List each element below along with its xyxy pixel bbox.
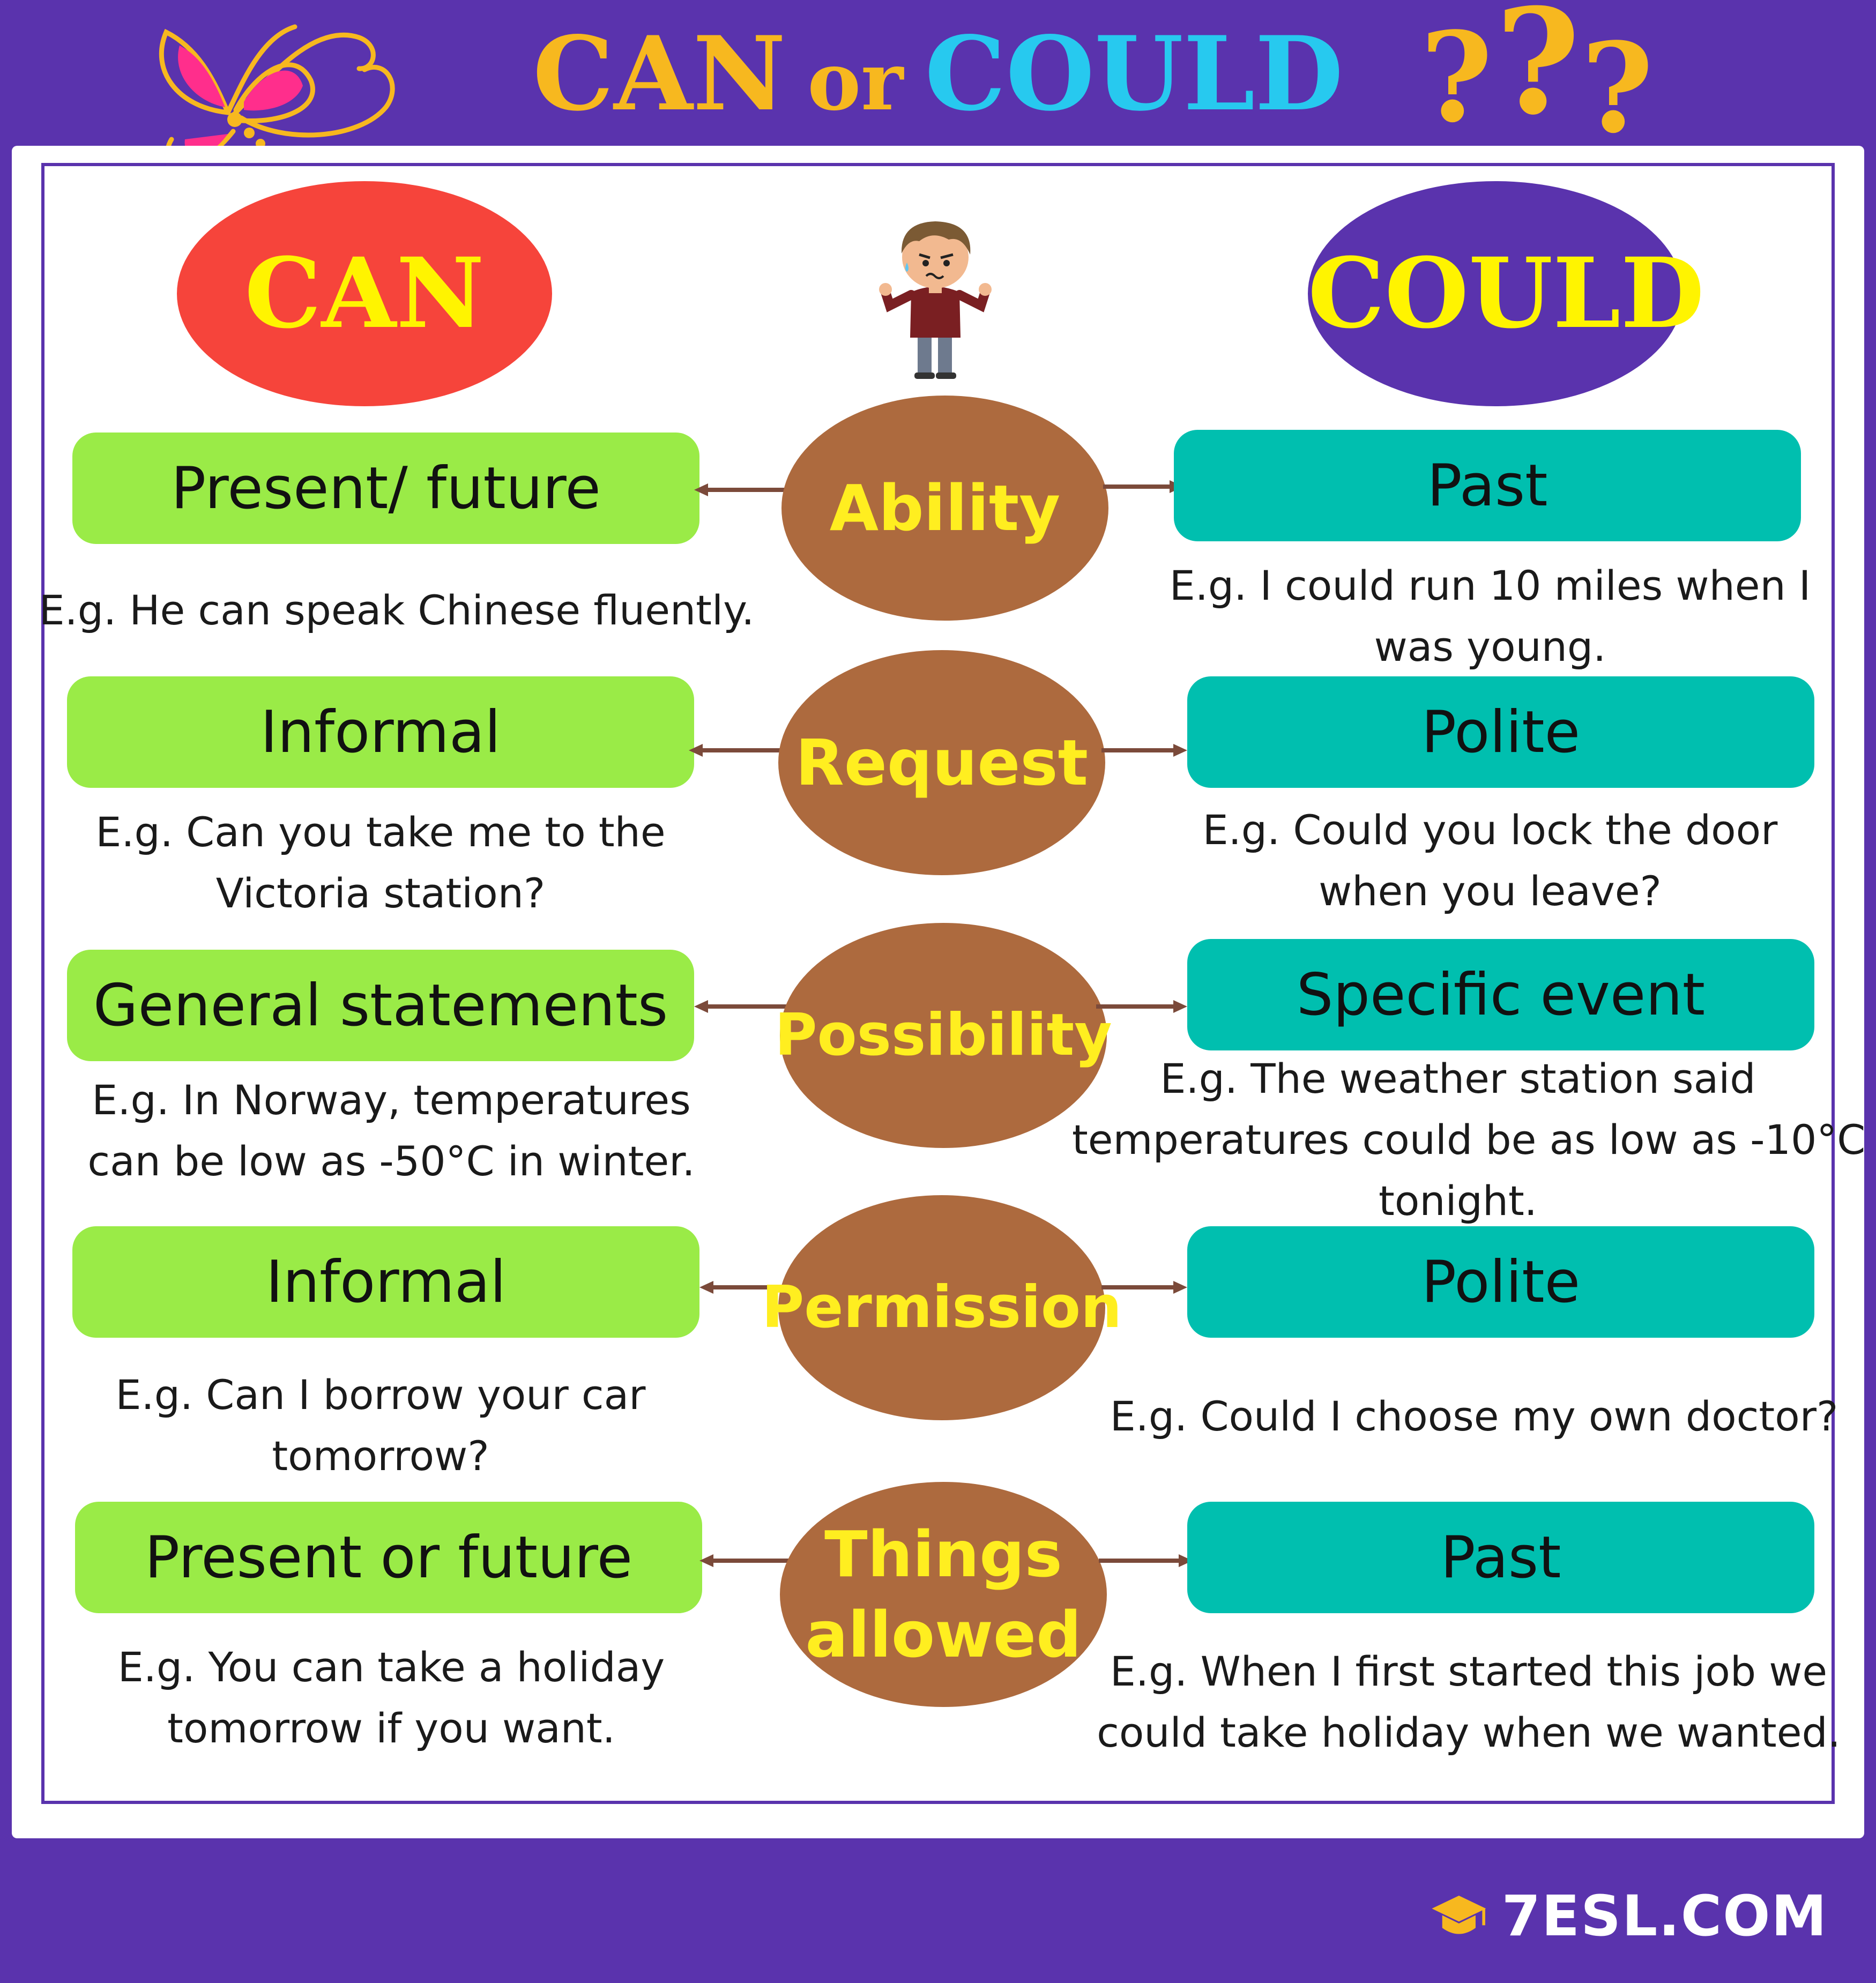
could-things-allowed-example: E.g. When I first started this job we cou… <box>1097 1647 1841 1756</box>
arrow-right <box>1101 1281 1187 1294</box>
content-border <box>41 163 1835 1804</box>
hub-label: Possibility <box>775 1002 1112 1069</box>
question-mark: ? <box>1420 5 1493 150</box>
could-things-allowed-label: Past <box>1187 1502 1814 1613</box>
can-possibility-label: General statements <box>67 950 694 1061</box>
arrow-left <box>694 1000 788 1013</box>
can-permission-example: E.g. Can I borrow your car tomorrow? <box>115 1371 646 1480</box>
hub-label: Request <box>795 726 1089 800</box>
can-request-example: E.g. Can you take me to the Victoria stat… <box>95 808 666 917</box>
usage-hub-ability: Ability <box>781 396 1108 621</box>
hub-label: Ability <box>829 471 1061 545</box>
can-possibility-example: E.g. In Norway, temperatures can be low a… <box>87 1076 695 1185</box>
hub-label: Permission <box>762 1274 1122 1341</box>
title-or: or <box>807 34 904 129</box>
usage-hub-things-allowed: Things allowed <box>780 1482 1107 1707</box>
arrow-right <box>1103 480 1183 493</box>
could-permission-label: Polite <box>1187 1226 1814 1338</box>
can-ability-example: E.g. He can speak Chinese fluently. <box>39 586 755 634</box>
arrow-left <box>699 1554 791 1567</box>
usage-hub-permission: Permission <box>762 1195 1122 1420</box>
hub-label: allowed <box>805 1598 1082 1672</box>
arrow-right <box>1101 744 1187 757</box>
could-possibility-example: E.g. The weather station said temperature… <box>1072 1055 1866 1225</box>
question-mark: ? <box>1495 0 1581 147</box>
arrow-left <box>694 483 788 496</box>
could-request-label: Polite <box>1187 676 1814 788</box>
can-ability-label: Present/ future <box>72 433 699 544</box>
arrow-right <box>1099 1554 1193 1567</box>
could-possibility-label: Specific event <box>1187 939 1814 1050</box>
hub-label: Things <box>824 1517 1062 1591</box>
can-things-allowed-label: Present or future <box>75 1502 702 1613</box>
confused-boy-illustration <box>879 221 992 379</box>
page-title: CAN or COULD <box>0 10 1876 138</box>
question-mark: ? <box>1581 16 1654 161</box>
arrow-left <box>699 1281 788 1294</box>
title-can: CAN <box>532 14 786 133</box>
logo-text: 7ESL.COM <box>1501 1883 1828 1949</box>
can-request-label: Informal <box>67 676 694 788</box>
could-request-example: E.g. Could you lock the door when you lea… <box>1202 806 1778 915</box>
usage-hub-request: Request <box>778 650 1105 875</box>
can-permission-label: Informal <box>72 1226 699 1338</box>
butterfly-decoration <box>159 24 395 167</box>
could-permission-example: E.g. Could I choose my own doctor? <box>1110 1392 1838 1440</box>
graduation-cap-icon <box>1432 1895 1486 1934</box>
arrow-right <box>1096 1000 1187 1013</box>
site-logo: 7ESL.COM <box>1431 1881 1828 1951</box>
title-could: COULD <box>925 14 1344 133</box>
question-marks-decoration: ? ? ? <box>1420 0 1667 150</box>
arrow-left <box>689 744 783 757</box>
usage-hub-possibility: Possibility <box>775 923 1112 1148</box>
could-ability-label: Past <box>1174 430 1801 541</box>
can-heading: CAN <box>177 181 552 406</box>
can-things-allowed-example: E.g. You can take a holiday tomorrow if y… <box>117 1643 665 1752</box>
could-heading: COULD <box>1308 181 1704 406</box>
